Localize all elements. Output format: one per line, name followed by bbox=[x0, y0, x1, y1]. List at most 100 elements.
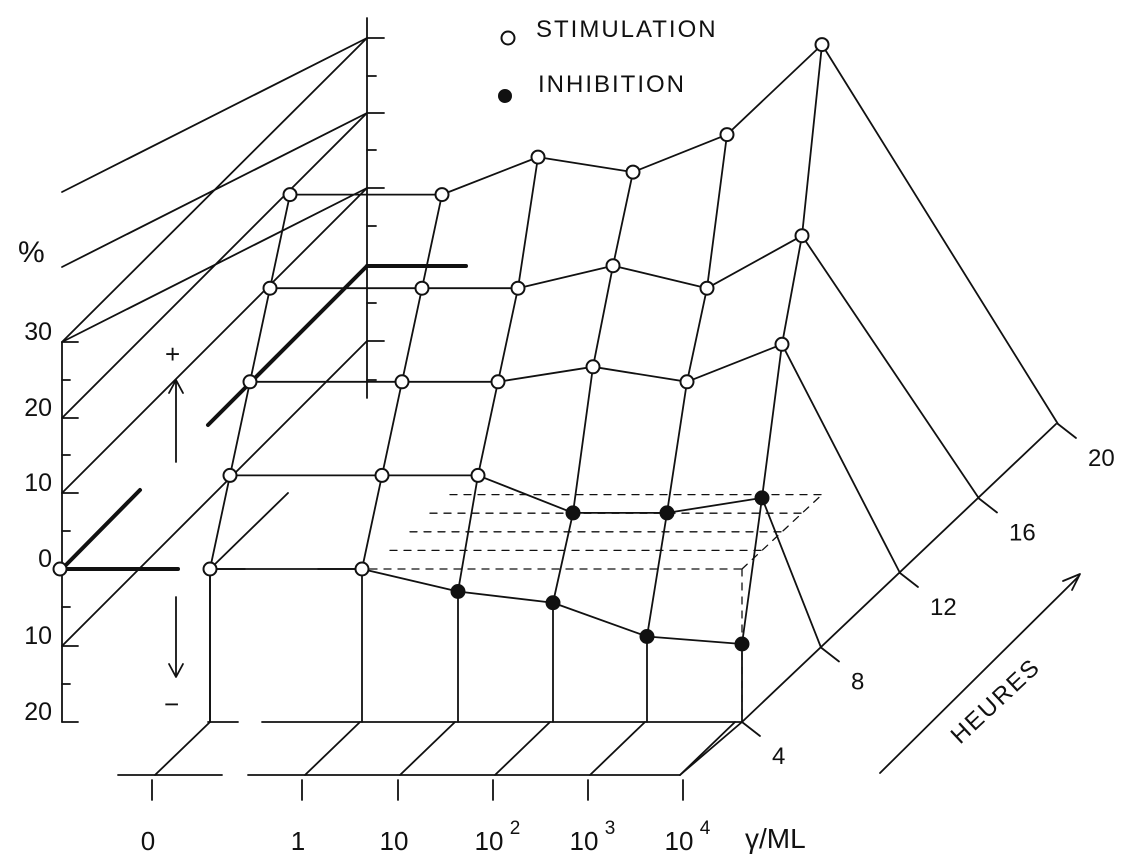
series-12-segment-5 bbox=[686, 343, 783, 383]
hour-link-col4-2 bbox=[592, 264, 614, 368]
point-h4-c2 bbox=[354, 561, 370, 577]
series-20-segment-5 bbox=[726, 43, 823, 136]
wall-diagonal-upper-2 bbox=[61, 37, 368, 193]
series-4-segment-2 bbox=[361, 568, 459, 593]
point-h12-c4 bbox=[585, 359, 601, 375]
y-tick-label-3: 0 bbox=[38, 545, 52, 573]
series-8-segment-5 bbox=[666, 496, 763, 514]
wall-diagonal-1 bbox=[61, 112, 368, 419]
series-4-segment-4 bbox=[552, 601, 648, 638]
point-h12-c2 bbox=[394, 374, 410, 390]
z-tick-label-0: 4 bbox=[772, 743, 785, 770]
hour-link-col3-1 bbox=[477, 380, 499, 477]
series-20-segment-3 bbox=[537, 156, 634, 174]
hour-link-col5-0 bbox=[646, 512, 668, 638]
hours-arrow-shaft bbox=[879, 576, 1079, 774]
floor-diagonal-0 bbox=[154, 721, 211, 776]
marker-layer bbox=[52, 37, 830, 652]
point-h8-c1 bbox=[222, 467, 238, 483]
drop-line-layer-4 bbox=[821, 43, 1059, 425]
series-4-segment-5 bbox=[646, 635, 743, 645]
floor-diagonal-3 bbox=[494, 721, 551, 776]
hour-link-col1-1 bbox=[229, 380, 251, 477]
hour-link-col6-2 bbox=[781, 234, 803, 346]
floor-diagonal-2 bbox=[399, 721, 456, 776]
up-arrow-head bbox=[168, 379, 184, 394]
hour-link-col2-1 bbox=[381, 380, 403, 477]
hour-link-col3-2 bbox=[497, 287, 519, 383]
legend-label-stimulation: STIMULATION bbox=[536, 16, 718, 43]
x-tick-label-5: 10 bbox=[665, 826, 694, 856]
drop-line-layer-1 bbox=[761, 496, 822, 649]
depth-tick-2 bbox=[899, 572, 919, 588]
point-h4-c6 bbox=[734, 636, 750, 652]
series-8-segment-3 bbox=[477, 474, 574, 514]
plus-sign: + bbox=[165, 339, 180, 369]
y-tick-label-1: 20 bbox=[24, 394, 52, 422]
x-tick-exponent-3: 2 bbox=[510, 818, 521, 839]
drop-line-layer-3 bbox=[801, 234, 980, 500]
point-h20-c3 bbox=[530, 149, 546, 165]
point-h20-c6 bbox=[814, 37, 830, 53]
y-tick-label-0: 30 bbox=[24, 318, 52, 346]
series-12-segment-3 bbox=[497, 365, 594, 383]
x-tick-label-2: 10 bbox=[380, 826, 409, 856]
x-tick-label-0: 0 bbox=[141, 826, 155, 856]
point-h16-c4 bbox=[605, 258, 621, 274]
floor-diagonal-4 bbox=[589, 721, 646, 776]
series-12-segment-4 bbox=[592, 365, 688, 383]
right-diagonal-dash bbox=[741, 493, 823, 570]
grid-layer bbox=[60, 17, 1081, 801]
hour-link-col4-3 bbox=[612, 171, 634, 267]
point-h4-c4 bbox=[545, 595, 561, 611]
hours-arrow-head bbox=[1062, 573, 1081, 591]
y-axis-label: % bbox=[18, 236, 45, 269]
hour-link-col6-1 bbox=[761, 343, 783, 499]
point-h8-c3 bbox=[470, 467, 486, 483]
z-tick-label-3: 16 bbox=[1009, 520, 1036, 547]
hour-link-col2-3 bbox=[421, 193, 443, 290]
point-h16-c5 bbox=[699, 280, 715, 296]
point-h16-c3 bbox=[510, 280, 526, 296]
depth-tick-1 bbox=[820, 646, 840, 663]
hour-link-col4-1 bbox=[572, 365, 594, 514]
x-tick-label-1: 1 bbox=[291, 826, 305, 856]
label-layer: % + − γ/ML HEURES STIMULATION INHIBITION… bbox=[18, 16, 1115, 856]
wall-diagonal-0 bbox=[61, 37, 368, 343]
minus-sign: − bbox=[164, 689, 179, 719]
point-h4-c1 bbox=[202, 561, 218, 577]
hour-link-col5-1 bbox=[666, 380, 688, 514]
point-h20-c5 bbox=[719, 127, 735, 143]
z-tick-label-1: 8 bbox=[851, 669, 864, 696]
hour-link-col4-0 bbox=[552, 512, 574, 604]
series-16-segment-3 bbox=[517, 264, 614, 290]
hour-link-col2-0 bbox=[361, 474, 383, 570]
down-arrow-head bbox=[168, 663, 184, 678]
legend-label-inhibition: INHIBITION bbox=[538, 71, 686, 98]
point-h16-c1 bbox=[262, 280, 278, 296]
y-tick-label-2: 10 bbox=[24, 469, 52, 497]
hour-link-col1-0 bbox=[209, 474, 231, 570]
floor-right-edge bbox=[679, 721, 743, 776]
point-h16-c6 bbox=[794, 228, 810, 244]
wall-diagonal-3 bbox=[61, 340, 368, 647]
series-16-segment-5 bbox=[706, 234, 803, 290]
hour-link-col3-3 bbox=[517, 156, 539, 290]
point-h4-c3 bbox=[450, 584, 466, 599]
point-h12-c5 bbox=[679, 374, 695, 390]
z-tick-label-4: 20 bbox=[1088, 445, 1115, 472]
zero-plane-edge-back bbox=[206, 264, 369, 427]
point-h20-c1 bbox=[282, 187, 298, 203]
y-tick-label-4: 10 bbox=[24, 622, 52, 650]
series-4-segment-3 bbox=[457, 590, 554, 604]
point-h8-c2 bbox=[374, 467, 390, 483]
wall-diagonal-2 bbox=[61, 187, 368, 494]
floor-diagonal-1 bbox=[304, 721, 361, 776]
point-h8-c5 bbox=[659, 505, 675, 521]
depth-tick-0 bbox=[741, 721, 761, 737]
x-tick-label-3: 10 bbox=[475, 826, 504, 856]
point-h4-c5 bbox=[639, 629, 655, 644]
hour-link-col5-3 bbox=[706, 133, 728, 290]
hour-link-col1-3 bbox=[269, 193, 291, 290]
